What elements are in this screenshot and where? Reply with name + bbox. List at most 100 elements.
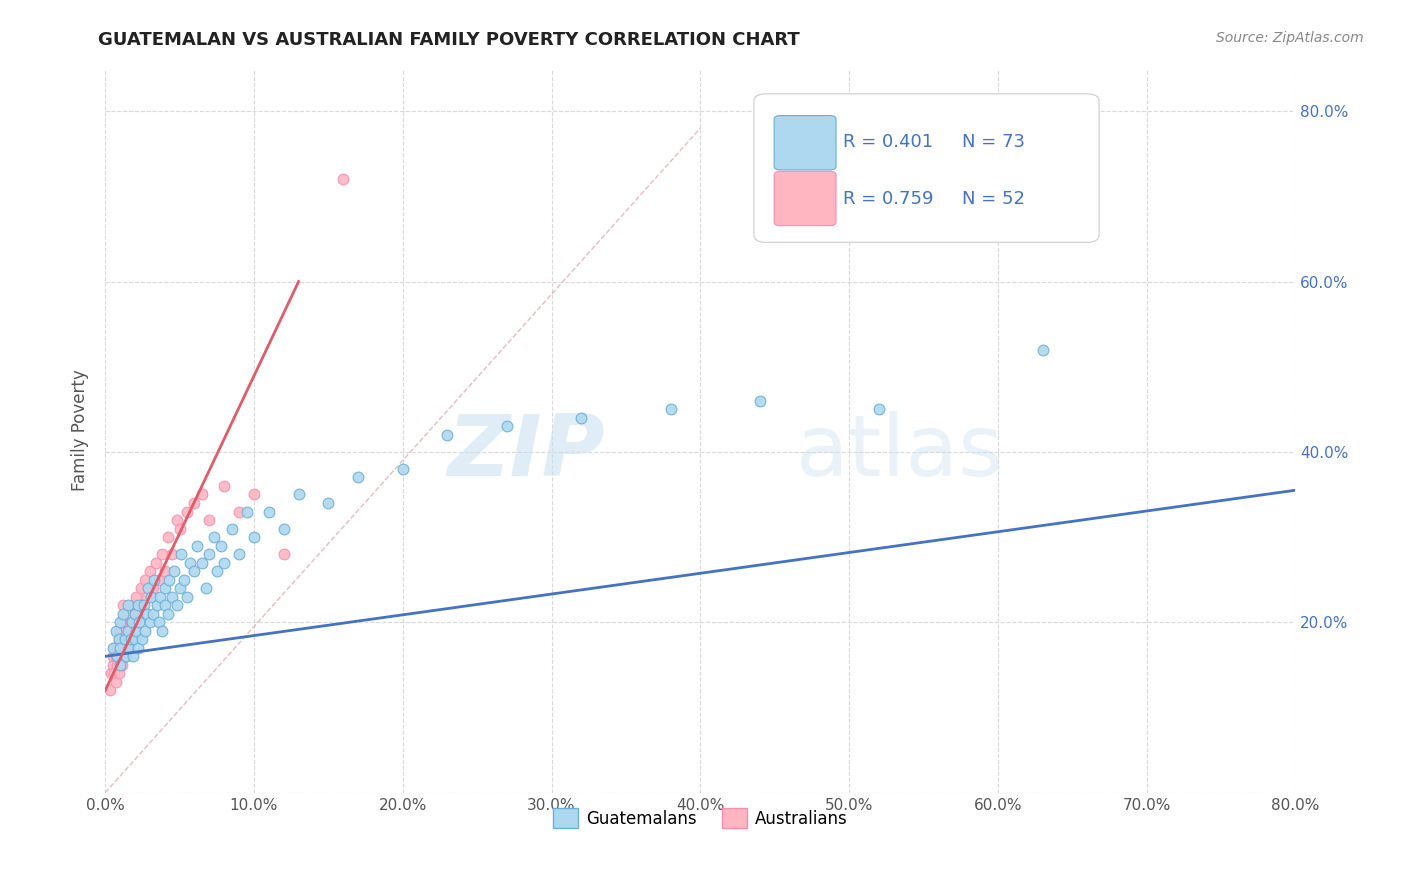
Point — [128, 615, 150, 630]
Point — [198, 513, 221, 527]
Point — [134, 624, 156, 638]
Point — [148, 615, 170, 630]
Point — [149, 590, 172, 604]
Text: N = 52: N = 52 — [962, 190, 1025, 208]
Point — [127, 599, 149, 613]
Point — [156, 530, 179, 544]
Point — [139, 564, 162, 578]
Point — [287, 487, 309, 501]
Point — [198, 547, 221, 561]
Point — [104, 649, 127, 664]
Point — [121, 615, 143, 630]
Point — [209, 539, 232, 553]
Point — [156, 607, 179, 621]
Point — [122, 649, 145, 664]
FancyBboxPatch shape — [775, 116, 837, 169]
Point — [748, 393, 770, 408]
Point — [228, 504, 250, 518]
Point — [105, 649, 128, 664]
Point — [868, 402, 890, 417]
Point — [166, 513, 188, 527]
Point — [135, 590, 157, 604]
Point — [202, 530, 225, 544]
Point — [273, 522, 295, 536]
FancyBboxPatch shape — [775, 171, 837, 226]
Point — [176, 590, 198, 604]
Point — [127, 607, 149, 621]
Point — [257, 504, 280, 518]
Point — [145, 556, 167, 570]
Point — [108, 649, 131, 664]
Point — [143, 573, 166, 587]
Point — [131, 632, 153, 647]
Point — [103, 666, 125, 681]
Point — [569, 410, 592, 425]
Point — [318, 496, 340, 510]
Point — [105, 657, 128, 672]
Point — [160, 590, 183, 604]
Point — [332, 172, 354, 186]
Point — [186, 539, 208, 553]
Text: N = 73: N = 73 — [962, 134, 1025, 152]
Point — [157, 573, 180, 587]
Point — [117, 624, 139, 638]
Point — [129, 581, 152, 595]
Point — [120, 632, 142, 647]
Point — [120, 615, 142, 630]
Point — [127, 640, 149, 655]
Point — [124, 632, 146, 647]
Point — [114, 632, 136, 647]
Point — [124, 607, 146, 621]
Legend: Guatemalans, Australians: Guatemalans, Australians — [546, 801, 855, 835]
Point — [104, 674, 127, 689]
Point — [170, 547, 193, 561]
Point — [114, 632, 136, 647]
Point — [101, 649, 124, 664]
Point — [169, 581, 191, 595]
Point — [112, 599, 135, 613]
Point — [179, 556, 201, 570]
Point — [101, 657, 124, 672]
Point — [132, 599, 155, 613]
Point — [243, 487, 266, 501]
Point — [125, 590, 148, 604]
Point — [228, 547, 250, 561]
Point — [112, 640, 135, 655]
Point — [107, 666, 129, 681]
Text: R = 0.759: R = 0.759 — [844, 190, 934, 208]
Point — [104, 624, 127, 638]
Point — [212, 556, 235, 570]
Point — [235, 504, 257, 518]
Point — [243, 530, 266, 544]
Point — [191, 556, 214, 570]
Text: R = 0.401: R = 0.401 — [844, 134, 934, 152]
Text: GUATEMALAN VS AUSTRALIAN FAMILY POVERTY CORRELATION CHART: GUATEMALAN VS AUSTRALIAN FAMILY POVERTY … — [98, 31, 800, 49]
Point — [118, 640, 141, 655]
Point — [183, 564, 205, 578]
Point — [496, 419, 519, 434]
Point — [107, 632, 129, 647]
Point — [103, 640, 125, 655]
Point — [134, 573, 156, 587]
Point — [183, 496, 205, 510]
Point — [100, 666, 122, 681]
Point — [125, 624, 148, 638]
Point — [150, 547, 173, 561]
FancyBboxPatch shape — [754, 94, 1099, 243]
Point — [115, 649, 138, 664]
Point — [153, 581, 176, 595]
Point — [436, 427, 458, 442]
Point — [1031, 343, 1053, 357]
Point — [160, 547, 183, 561]
Point — [117, 599, 139, 613]
Point — [191, 487, 214, 501]
Text: Source: ZipAtlas.com: Source: ZipAtlas.com — [1216, 31, 1364, 45]
Point — [142, 581, 165, 595]
Point — [115, 607, 138, 621]
Point — [108, 640, 131, 655]
Point — [153, 564, 176, 578]
Point — [135, 607, 157, 621]
Point — [146, 599, 169, 613]
Text: atlas: atlas — [796, 411, 1004, 494]
Point — [153, 599, 176, 613]
